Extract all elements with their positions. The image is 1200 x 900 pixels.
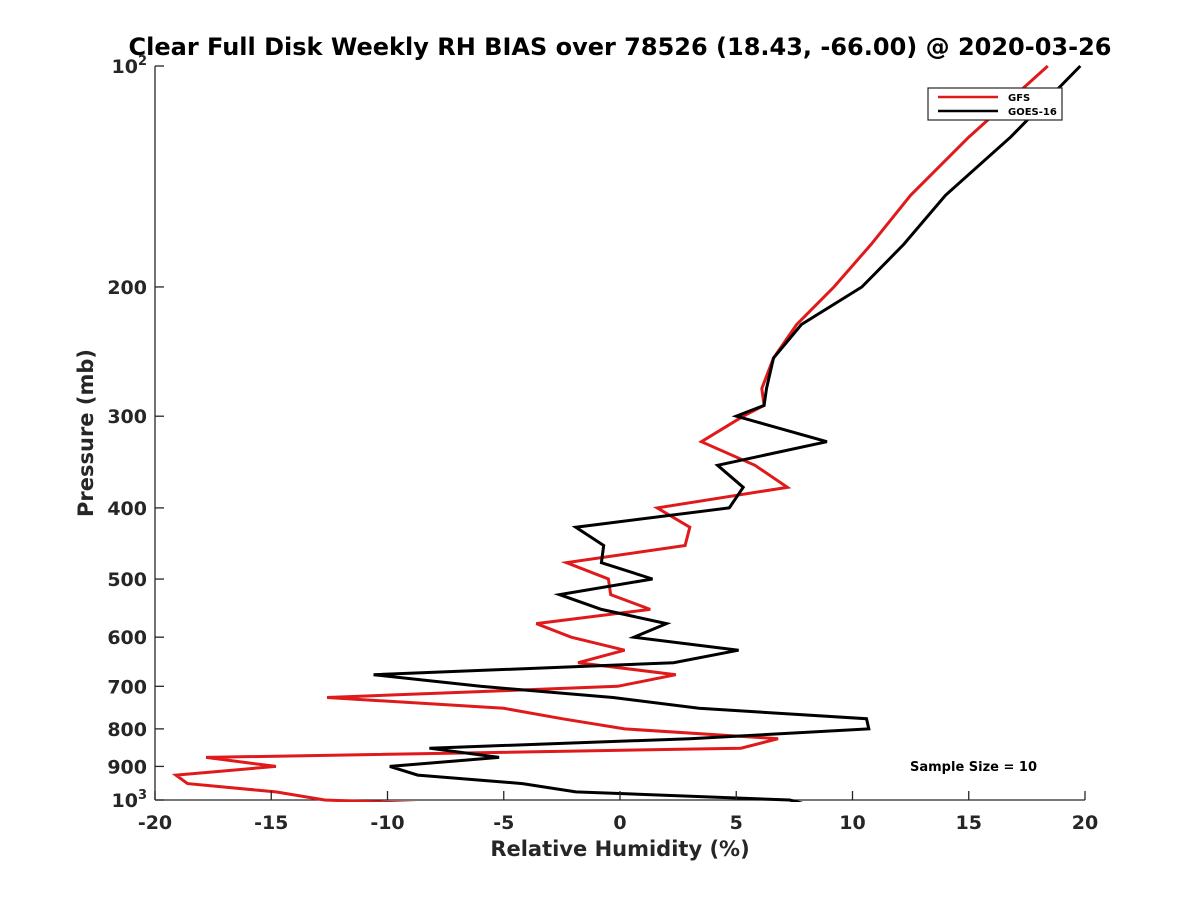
y-tick-label: 700 (107, 676, 147, 698)
y-tick-label: 500 (107, 569, 147, 591)
x-tick-label: -10 (370, 812, 404, 834)
y-tick-label: 103 (112, 788, 148, 812)
y-tick-label: 300 (107, 406, 147, 428)
chart-title: Clear Full Disk Weekly RH BIAS over 7852… (129, 33, 1112, 61)
legend: GFS GOES-16 (927, 87, 1063, 121)
x-tick-label: 5 (730, 812, 743, 834)
x-tick-label: -15 (254, 812, 288, 834)
y-tick-label: 600 (107, 627, 147, 649)
y-tick-label: 102 (112, 54, 148, 78)
x-tick-label: 10 (839, 812, 865, 834)
legend-label: GFS (1008, 93, 1030, 104)
series-line-goes-16 (373, 64, 1082, 802)
plot-area (154, 66, 1085, 801)
y-tick-label: 400 (107, 498, 147, 520)
legend-box (927, 87, 1063, 121)
sample-size-annotation: Sample Size = 10 (910, 760, 1037, 775)
x-tick-label: -5 (493, 812, 514, 834)
y-axis: 102 200 300 400 500 600 700 800 900 103 (107, 54, 164, 812)
x-tick-label: -20 (138, 812, 172, 834)
series-layer (171, 64, 1082, 802)
x-axis-label: Relative Humidity (%) (490, 837, 749, 861)
legend-label: GOES-16 (1008, 107, 1057, 118)
x-axis: -20 -15 -10 -5 0 5 10 15 20 (138, 791, 1098, 834)
y-tick-label: 200 (107, 277, 147, 299)
x-tick-label: 0 (613, 812, 626, 834)
series-line-gfs (171, 64, 1049, 802)
y-axis-label: Pressure (mb) (74, 349, 98, 517)
y-tick-label: 900 (107, 756, 147, 778)
x-tick-label: 20 (1072, 812, 1098, 834)
x-tick-label: 15 (956, 812, 982, 834)
y-tick-label: 800 (107, 719, 147, 741)
